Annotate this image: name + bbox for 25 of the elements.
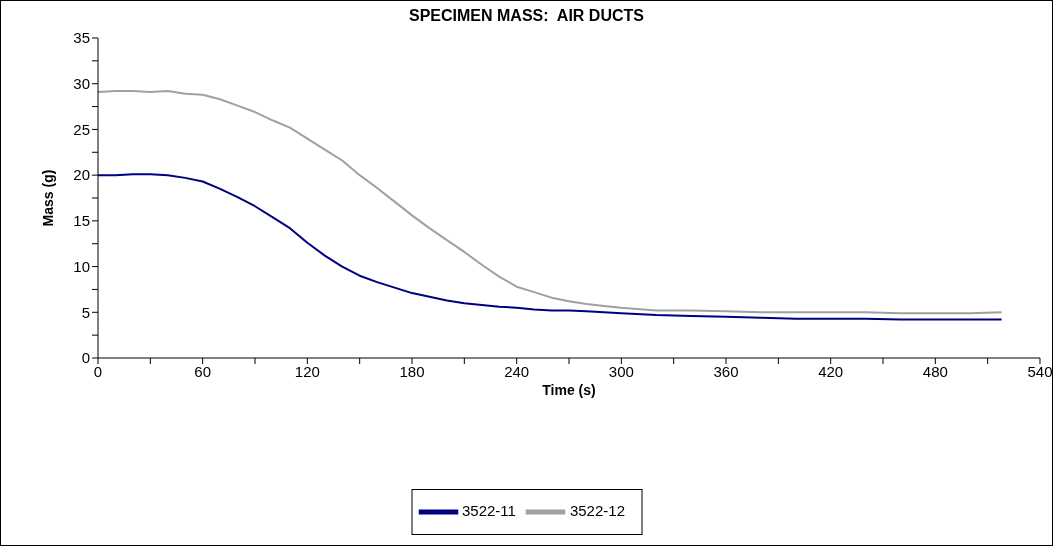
y-tick-label: 30 xyxy=(73,75,90,93)
y-tick-label: 35 xyxy=(73,29,90,47)
y-tick-label: 15 xyxy=(73,212,90,230)
x-tick-label: 540 xyxy=(1027,362,1053,380)
y-axis-title: Mass (g) xyxy=(39,169,56,227)
chart-title: SPECIMEN MASS: AIR DUCTS xyxy=(408,7,645,25)
y-tick-label: 25 xyxy=(73,120,90,138)
y-tick-label: 10 xyxy=(73,257,90,275)
x-tick-label: 480 xyxy=(922,362,948,380)
legend-label: 3522-11 xyxy=(462,501,516,519)
x-tick-label: 0 xyxy=(93,362,103,380)
x-tick-label: 360 xyxy=(713,362,739,380)
x-axis-title: Time (s) xyxy=(542,382,596,398)
y-tick-label: 0 xyxy=(81,349,90,367)
x-tick-label: 420 xyxy=(818,362,844,380)
legend-label: 3522-12 xyxy=(569,501,625,519)
line-series xyxy=(98,173,1003,321)
x-tick-label: 240 xyxy=(504,362,530,380)
x-tick-label: 60 xyxy=(194,362,212,380)
line-series xyxy=(98,90,1003,315)
x-tick-label: 300 xyxy=(608,362,634,380)
x-tick-label: 180 xyxy=(399,362,425,380)
x-tick-label: 120 xyxy=(294,362,320,380)
y-tick-label: 5 xyxy=(81,303,90,321)
y-tick-label: 20 xyxy=(73,166,90,184)
